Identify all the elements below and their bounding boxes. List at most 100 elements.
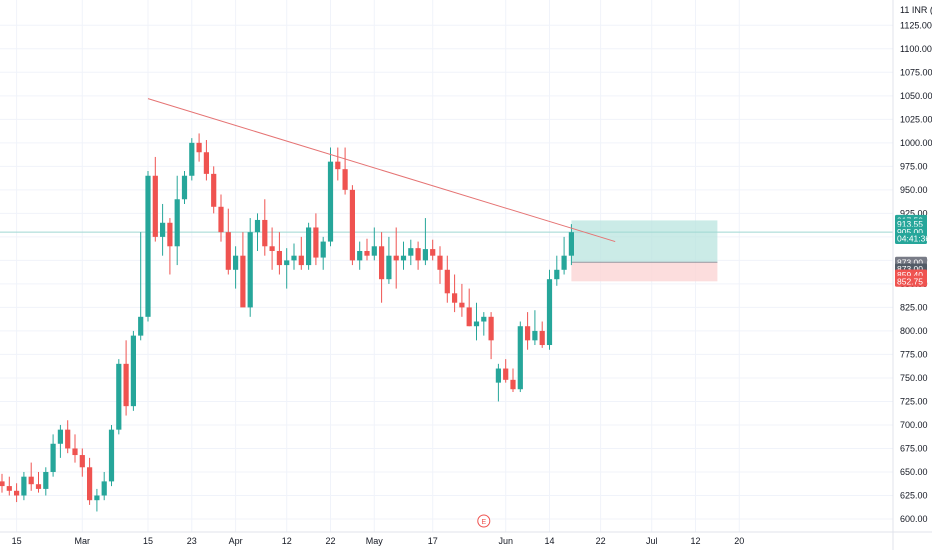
candle-down [510, 379, 516, 390]
price-tick-label: 950.00 [900, 185, 928, 195]
candle-up [473, 321, 480, 327]
time-tick-label: 12 [282, 536, 292, 546]
time-tick-label: 22 [325, 536, 335, 546]
candle-down [466, 307, 472, 327]
candle-down [211, 173, 217, 207]
time-tick-label: Apr [229, 536, 243, 546]
position-zones [0, 220, 893, 282]
price-tick-label: 775.00 [900, 349, 928, 359]
candle-up [116, 363, 122, 430]
loss-zone[interactable] [571, 262, 718, 282]
candle-down [240, 255, 246, 308]
time-tick-label: 20 [734, 536, 744, 546]
candle-down [539, 330, 545, 346]
price-tick-label: 1075.00 [900, 67, 932, 77]
price-tick-label: 1000.00 [900, 138, 932, 148]
price-tick-label: 975.00 [900, 161, 928, 171]
price-tag [895, 232, 927, 244]
time-axis[interactable]: 15 Mar 15 23 Apr 12 22 May 17 Jun 14 22 Jul 12 20 [0, 531, 932, 546]
candle-down [503, 368, 509, 380]
candle-down [262, 219, 268, 247]
candle-down [459, 302, 465, 308]
time-tick-label: 15 [143, 536, 153, 546]
candle-up [408, 248, 414, 256]
candle-up [145, 175, 151, 317]
time-tick-label: 17 [428, 536, 438, 546]
candle-up [130, 335, 136, 407]
candle-up [94, 495, 100, 501]
candle-down [65, 429, 71, 449]
candle-down [525, 326, 531, 341]
candle-down [276, 250, 282, 266]
price-tick-label: 750.00 [900, 373, 928, 383]
candle-up [101, 481, 107, 496]
candle-down [452, 293, 458, 303]
earnings-event-label: E [481, 519, 486, 526]
trendline[interactable] [147, 98, 616, 243]
price-tick-label: 725.00 [900, 396, 928, 406]
candle-down [415, 248, 421, 261]
candle-up [57, 429, 63, 444]
earnings-event-icon[interactable] [477, 514, 491, 528]
price-tags: 917.50913.55905.0004:41:36873.00873.0085… [895, 214, 930, 287]
candle-up [21, 476, 27, 496]
candle-down [225, 232, 231, 270]
candle-down [298, 255, 304, 266]
candle-down [218, 206, 224, 233]
candle-up [189, 142, 195, 176]
candle-up [532, 330, 538, 341]
candle-down [430, 249, 436, 256]
profit-zone[interactable] [571, 220, 718, 263]
currency-label: 11 INR () [900, 5, 932, 15]
candle-down [35, 484, 42, 489]
price-tag-label: 873.00 [897, 257, 923, 267]
candle-down [79, 455, 85, 468]
candle-down [123, 363, 129, 407]
candle-up [422, 249, 428, 261]
candle-up [233, 255, 239, 270]
price-tick-label: 1100.00 [900, 44, 932, 54]
time-tick-label: Jun [498, 536, 513, 546]
candle-up [481, 316, 487, 322]
candle-up [554, 269, 560, 280]
price-tag-label: 04:41:36 [897, 233, 930, 243]
candle-up [247, 232, 253, 308]
time-tick-label: 23 [187, 536, 197, 546]
candle-down [14, 490, 20, 496]
candle-down [87, 467, 93, 501]
price-tick-label: 600.00 [900, 514, 928, 524]
candle-down [393, 255, 399, 261]
price-tag-label: 913.55 [897, 219, 923, 229]
candle-down [349, 189, 355, 261]
candle-up [50, 443, 56, 472]
candle-up [254, 219, 261, 233]
candle-up [561, 255, 567, 270]
candle-up [306, 227, 312, 266]
time-tick-label: Jul [646, 536, 658, 546]
price-tick-label: 800.00 [900, 326, 928, 336]
candle-down [0, 481, 5, 487]
price-tag-label: 905.00 [897, 227, 923, 237]
price-tick-label: 1125.00 [900, 20, 932, 30]
candle-up [327, 161, 334, 242]
candle-down [152, 175, 158, 237]
candle-down [313, 227, 319, 258]
price-tag-label: 873.00 [897, 264, 923, 274]
candle-up [174, 199, 180, 247]
candle-down [28, 476, 34, 485]
candle-up [546, 279, 553, 346]
price-tag-label: 859.40 [897, 270, 923, 280]
chart-grid [0, 0, 893, 532]
candle-down [196, 142, 202, 153]
price-tick-label: 675.00 [900, 443, 928, 453]
price-tick-label: 700.00 [900, 420, 928, 430]
candle-up [517, 326, 523, 390]
candle-down [203, 152, 209, 174]
chart-overlays: E [147, 98, 616, 528]
candle-up [357, 250, 363, 261]
candle-up [495, 368, 501, 383]
price-tick-label: 925.00 [900, 208, 928, 218]
candlestick-series [0, 133, 574, 512]
candle-up [160, 222, 166, 237]
